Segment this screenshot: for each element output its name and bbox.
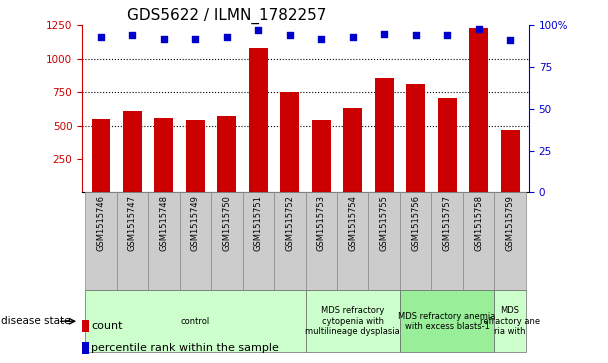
Text: GSM1515747: GSM1515747 <box>128 195 137 251</box>
Point <box>159 36 169 42</box>
Bar <box>280 92 299 192</box>
Text: GSM1515756: GSM1515756 <box>411 195 420 251</box>
Point <box>254 28 263 33</box>
Bar <box>312 119 331 192</box>
Bar <box>463 192 494 290</box>
Bar <box>337 192 368 290</box>
Bar <box>117 192 148 290</box>
Text: GSM1515749: GSM1515749 <box>191 195 200 251</box>
Point <box>96 34 106 40</box>
Point <box>190 36 200 42</box>
Bar <box>494 192 526 290</box>
Text: percentile rank within the sample: percentile rank within the sample <box>91 343 279 353</box>
Text: GSM1515759: GSM1515759 <box>506 195 514 251</box>
Bar <box>432 192 463 290</box>
Text: MDS refractory anemia
with excess blasts-1: MDS refractory anemia with excess blasts… <box>398 311 496 331</box>
Text: GDS5622 / ILMN_1782257: GDS5622 / ILMN_1782257 <box>127 8 326 24</box>
Bar <box>494 290 526 352</box>
Bar <box>249 48 268 192</box>
Point <box>505 37 515 43</box>
Bar <box>82 342 89 354</box>
Bar <box>469 28 488 192</box>
Bar <box>344 108 362 192</box>
Bar <box>85 192 117 290</box>
Text: GSM1515746: GSM1515746 <box>97 195 105 251</box>
Bar <box>179 192 211 290</box>
Text: GSM1515751: GSM1515751 <box>254 195 263 251</box>
Bar <box>368 192 400 290</box>
Point <box>222 34 232 40</box>
Bar <box>123 111 142 192</box>
Text: GSM1515755: GSM1515755 <box>380 195 389 251</box>
Bar <box>243 192 274 290</box>
Bar <box>85 290 306 352</box>
Text: control: control <box>181 317 210 326</box>
Text: disease state: disease state <box>1 316 71 326</box>
Bar <box>82 320 89 333</box>
Text: MDS
refractory ane
ria with: MDS refractory ane ria with <box>480 306 540 336</box>
Text: GSM1515757: GSM1515757 <box>443 195 452 251</box>
Bar <box>305 290 400 352</box>
Text: GSM1515754: GSM1515754 <box>348 195 358 251</box>
Text: GSM1515750: GSM1515750 <box>223 195 231 251</box>
Bar <box>400 192 432 290</box>
Bar <box>92 119 111 192</box>
Text: GSM1515758: GSM1515758 <box>474 195 483 251</box>
Bar <box>186 120 205 192</box>
Bar <box>148 192 179 290</box>
Point <box>442 33 452 38</box>
Text: GSM1515752: GSM1515752 <box>285 195 294 251</box>
Bar <box>375 78 393 192</box>
Text: MDS refractory
cytopenia with
multilineage dysplasia: MDS refractory cytopenia with multilinea… <box>305 306 400 336</box>
Bar <box>274 192 305 290</box>
Point <box>474 26 483 32</box>
Bar <box>154 118 173 192</box>
Text: GSM1515753: GSM1515753 <box>317 195 326 251</box>
Bar <box>218 116 237 192</box>
Point <box>285 33 295 38</box>
Bar <box>406 84 425 192</box>
Bar <box>500 130 519 192</box>
Bar <box>305 192 337 290</box>
Bar <box>211 192 243 290</box>
Point <box>411 33 421 38</box>
Point <box>128 33 137 38</box>
Bar <box>438 98 457 192</box>
Point <box>348 34 358 40</box>
Point <box>316 36 326 42</box>
Text: count: count <box>91 321 123 331</box>
Text: GSM1515748: GSM1515748 <box>159 195 168 251</box>
Bar <box>400 290 494 352</box>
Point <box>379 31 389 37</box>
